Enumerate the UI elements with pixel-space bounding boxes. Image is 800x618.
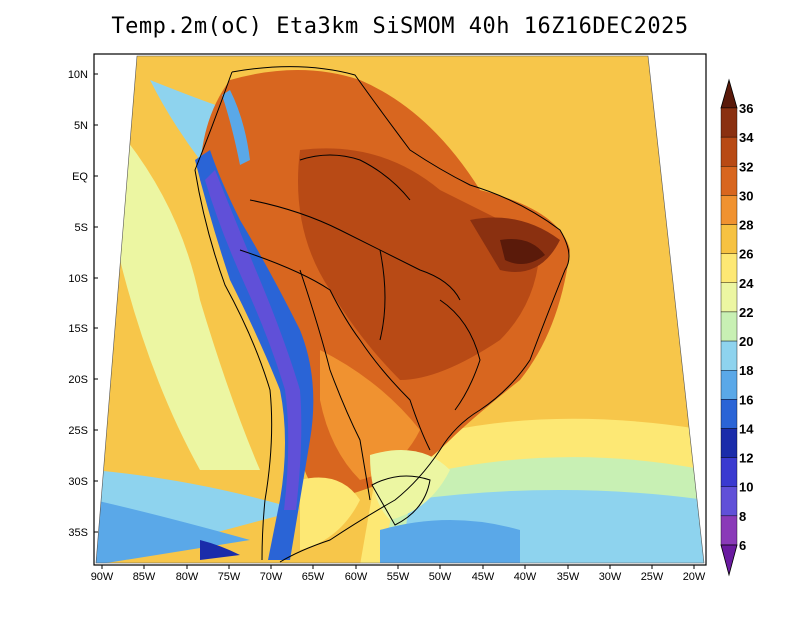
lon-label-45w: 45W	[472, 571, 495, 583]
lat-tick: 15S	[68, 323, 98, 335]
colorbar-label: 14	[739, 421, 754, 436]
colorbar-segment	[720, 166, 738, 196]
lat-tick: 5N	[74, 120, 98, 132]
lat-label-25s: 25S	[68, 425, 88, 437]
colorbar-label: 12	[739, 451, 753, 466]
lon-label-55w: 55W	[387, 571, 410, 583]
lat-tick: 5S	[75, 222, 98, 234]
lat-tick: 10S	[68, 273, 98, 285]
colorbar-label: 32	[739, 159, 753, 174]
lon-label-90w: 90W	[91, 571, 114, 583]
lon-tick: 60W	[345, 565, 368, 583]
lat-label-15s: 15S	[68, 323, 88, 335]
lon-tick: 55W	[387, 565, 410, 583]
lat-tick: 30S	[68, 476, 98, 488]
lon-label-20w: 20W	[683, 571, 706, 583]
lon-label-60w: 60W	[345, 571, 368, 583]
lon-label-35w: 35W	[557, 571, 580, 583]
lat-tick: 35S	[68, 527, 98, 539]
colorbar-label: 18	[739, 363, 753, 378]
colorbar-label: 30	[739, 188, 753, 203]
colorbar-segment	[720, 195, 738, 225]
lat-tick: 25S	[68, 425, 98, 437]
lon-tick: 50W	[429, 565, 452, 583]
lon-label-40w: 40W	[514, 571, 537, 583]
colorbar-label: 24	[739, 276, 754, 291]
colorbar-label: 20	[739, 334, 753, 349]
colorbar-segment	[720, 515, 738, 546]
lon-label-65w: 65W	[302, 571, 325, 583]
lon-label-50w: 50W	[429, 571, 452, 583]
colorbar-segment	[720, 370, 738, 400]
map-title: Temp.2m(oC) Eta3km SiSMOM 40h 16Z16DEC20…	[111, 14, 689, 39]
colorbar-segment	[720, 457, 738, 487]
country-borders	[194, 66, 570, 563]
colorbar-label: 34	[739, 130, 754, 145]
colorbar-segment	[720, 136, 738, 167]
lon-tick: 25W	[641, 565, 664, 583]
colorbar-label: 22	[739, 305, 753, 320]
colorbar-segment	[720, 340, 738, 371]
colorbar-label: 10	[739, 480, 753, 495]
colorbar-segment	[720, 311, 738, 342]
lon-label-25w: 25W	[641, 571, 664, 583]
lon-tick: 35W	[557, 565, 580, 583]
colorbar-segment	[720, 399, 738, 429]
lat-label-10s: 10S	[68, 273, 88, 285]
lon-tick: 70W	[260, 565, 283, 583]
lat-label-30s: 30S	[68, 476, 88, 488]
lon-tick: 40W	[514, 565, 537, 583]
colorbar-segment	[720, 282, 738, 313]
longitude-axis: 90W 85W 80W 75W 70W 65W 60W 55W 50W 45W …	[91, 565, 706, 583]
lon-label-80w: 80W	[176, 571, 199, 583]
colorbar-bottom-arrow	[720, 544, 738, 577]
lon-tick: 65W	[302, 565, 325, 583]
colorbar-label: 6	[739, 538, 746, 553]
colorbar-label: 8	[739, 509, 746, 524]
colorbar-label: 28	[739, 218, 753, 233]
lat-tick: 10N	[68, 69, 98, 81]
lon-tick: 30W	[599, 565, 622, 583]
lon-label-30w: 30W	[599, 571, 622, 583]
lon-tick: 75W	[218, 565, 241, 583]
lon-label-85w: 85W	[133, 571, 156, 583]
colorbar-top-arrow	[720, 78, 738, 109]
colorbar-label: 36	[739, 101, 753, 116]
lat-label-eq: EQ	[72, 171, 88, 183]
colorbar-segment	[720, 486, 738, 517]
lat-tick: 20S	[68, 374, 98, 386]
lat-label-35s: 35S	[68, 527, 88, 539]
lon-tick: 80W	[176, 565, 199, 583]
colorbar-segment	[720, 253, 738, 284]
colorbar-segment	[720, 224, 738, 254]
temperature-field	[96, 56, 704, 563]
colorbar-label: 16	[739, 392, 753, 407]
colorbar-segment	[720, 428, 738, 458]
colorbar-label: 26	[739, 247, 753, 262]
lat-label-5s: 5S	[75, 222, 88, 234]
lon-label-75w: 75W	[218, 571, 241, 583]
lat-label-10n: 10N	[68, 69, 88, 81]
latitude-axis: 10N 5N EQ 5S 10S 15S 20S 25S 30S 35S	[68, 69, 98, 539]
colorbar: 36 34 32 30 28 26 24 22 20 18 16 14 12 10 8 6	[720, 78, 754, 577]
lon-tick: 85W	[133, 565, 156, 583]
lon-tick: 20W	[683, 565, 706, 583]
domain-outline	[95, 55, 705, 564]
colorbar-segment	[720, 107, 738, 138]
lat-label-5n: 5N	[74, 120, 88, 132]
lat-label-20s: 20S	[68, 374, 88, 386]
lon-tick: 45W	[472, 565, 495, 583]
lon-tick: 90W	[91, 565, 114, 583]
lon-label-70w: 70W	[260, 571, 283, 583]
lat-tick: EQ	[72, 171, 98, 183]
